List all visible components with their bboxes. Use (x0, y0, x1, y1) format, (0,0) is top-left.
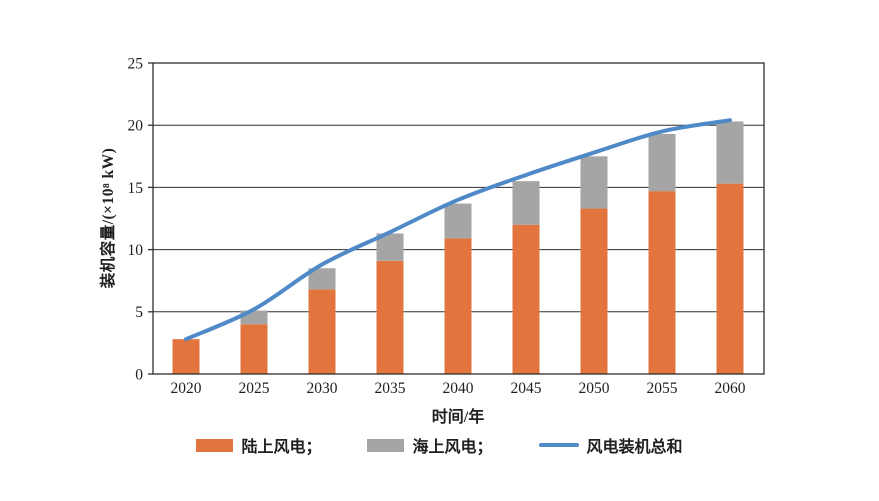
x-tick-label: 2055 (647, 380, 678, 397)
bar-segment-陆上风电 (512, 224, 540, 374)
legend-label-onshore: 陆上风电； (241, 439, 322, 456)
x-tick-label: 2025 (239, 380, 270, 397)
legend-item-total: 风电装机总和 (538, 433, 683, 457)
total-line (184, 118, 732, 342)
bar-segment-海上风电 (716, 121, 744, 184)
legend-item-offshore: 海上风电； (367, 433, 493, 457)
bar-segment-陆上风电 (240, 324, 268, 374)
bar-segment-海上风电 (648, 133, 676, 192)
offshore-swatch-icon (367, 438, 405, 452)
bar-segment-陆上风电 (172, 339, 200, 374)
y-tick-label: 20 (128, 118, 144, 135)
bar-segment-陆上风电 (376, 260, 404, 374)
y-tick-label: 10 (128, 242, 144, 259)
bar-segment-陆上风电 (308, 289, 336, 374)
bar-segment-陆上风电 (580, 208, 608, 374)
bar-segment-海上风电 (580, 156, 608, 209)
bar-segment-陆上风电 (716, 183, 744, 374)
total-line-swatch-icon (538, 443, 579, 447)
onshore-swatch-icon (196, 438, 234, 452)
bar-segment-陆上风电 (444, 238, 472, 374)
x-tick-label: 2045 (511, 380, 542, 397)
legend-label-total: 风电装机总和 (586, 439, 683, 456)
y-tick-label: 25 (128, 55, 144, 72)
bar-segment-陆上风电 (648, 191, 676, 374)
legend-label-offshore: 海上风电； (412, 439, 493, 456)
x-tick-label: 2035 (375, 380, 406, 397)
x-axis-label: 时间/年 (431, 409, 485, 426)
legend: 陆上风电； 海上风电； 风电装机总和 (0, 433, 879, 457)
x-tick-label: 2040 (443, 380, 474, 397)
x-tick-label: 2060 (715, 380, 746, 397)
legend-item-onshore: 陆上风电； (196, 433, 321, 457)
y-tick-label: 0 (135, 366, 143, 383)
y-axis-label: 装机容量/(×10⁸ kW) (100, 147, 117, 289)
plot-frame (152, 62, 765, 375)
bar-segment-海上风电 (512, 181, 540, 225)
bar-segment-海上风电 (308, 268, 336, 290)
x-tick-label: 2020 (171, 380, 202, 397)
y-tick-label: 5 (135, 304, 143, 321)
y-tick-label: 15 (128, 180, 144, 197)
x-tick-label: 2030 (307, 380, 338, 397)
x-tick-label: 2050 (579, 380, 610, 397)
bar-segment-海上风电 (444, 203, 472, 239)
